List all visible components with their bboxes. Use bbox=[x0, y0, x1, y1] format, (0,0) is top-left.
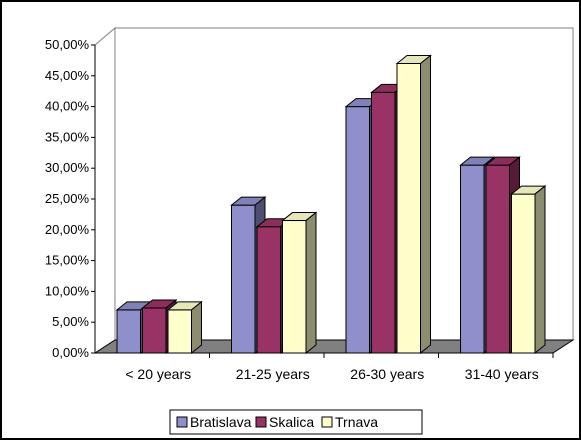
y-tick-labels: 0,00% 5,00% 10,00% 15,00% 20,00% 25,00% 30,00%… bbox=[45, 37, 90, 360]
legend-label: Skalica bbox=[269, 414, 314, 430]
legend-box bbox=[169, 409, 423, 435]
bar-front bbox=[231, 204, 256, 354]
x-tick-label: 21-25 years bbox=[236, 366, 310, 382]
y-tick-label: 45,00% bbox=[45, 68, 90, 83]
y-tick-label: 5,00% bbox=[52, 314, 89, 329]
legend-swatch bbox=[321, 416, 333, 428]
bar-front bbox=[485, 164, 510, 354]
y-tick-label: 40,00% bbox=[45, 99, 90, 114]
bar-front bbox=[396, 62, 421, 354]
bar-side bbox=[191, 300, 202, 355]
bar-front bbox=[345, 106, 370, 354]
y-tick-label: 30,00% bbox=[45, 160, 90, 175]
bar-trnava-1 bbox=[281, 211, 318, 355]
side-wall bbox=[94, 26, 116, 354]
bar-trnava-0 bbox=[166, 300, 203, 355]
y-tick-label: 35,00% bbox=[45, 129, 90, 144]
bar-side bbox=[305, 211, 317, 355]
y-tick-label: 0,00% bbox=[52, 345, 89, 360]
x-tick-label: < 20 years bbox=[125, 366, 191, 382]
y-tick-label: 20,00% bbox=[45, 222, 90, 237]
legend: Bratislava Skalica Trnava bbox=[169, 409, 423, 435]
bar-trnava-2 bbox=[395, 54, 432, 355]
bar-side bbox=[420, 54, 431, 355]
bar-front bbox=[460, 164, 485, 354]
bar-front bbox=[116, 309, 141, 354]
bar-trnava-3 bbox=[510, 185, 547, 355]
y-tick-label: 25,00% bbox=[45, 191, 90, 206]
y-axis bbox=[91, 44, 96, 354]
bar-side bbox=[534, 185, 546, 355]
bar-front bbox=[282, 220, 307, 354]
legend-label: Trnava bbox=[335, 414, 378, 430]
bar-front bbox=[167, 309, 192, 354]
y-tick-label: 10,00% bbox=[45, 283, 90, 298]
y-tick-label: 50,00% bbox=[45, 37, 90, 52]
legend-swatch bbox=[255, 416, 267, 428]
bar-front bbox=[371, 91, 396, 354]
y-tick-label: 15,00% bbox=[45, 253, 90, 268]
x-tick-labels: < 20 years 21-25 years 26-30 years 31-40 ye… bbox=[95, 352, 554, 382]
bar-front bbox=[511, 193, 536, 354]
bar-front bbox=[256, 226, 281, 354]
legend-swatch bbox=[176, 416, 188, 428]
bar-series-group bbox=[115, 54, 547, 355]
legend-label: Bratislava bbox=[190, 414, 252, 430]
bar-front bbox=[142, 307, 167, 354]
x-tick-label: 26-30 years bbox=[350, 366, 424, 382]
x-tick-label: 31-40 years bbox=[465, 366, 539, 382]
